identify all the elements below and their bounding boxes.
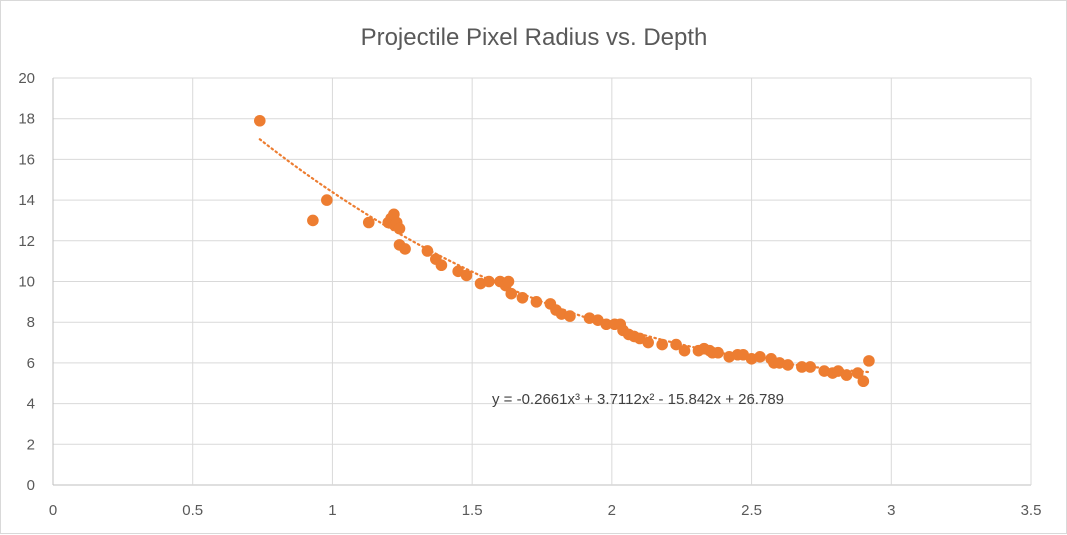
y-tick-label: 4 <box>27 396 35 413</box>
y-tick-label: 14 <box>18 192 35 209</box>
data-point <box>362 216 375 229</box>
x-axis-tick-labels: 0 0.5 1 1.5 2 2.5 3 3.5 <box>49 502 1042 519</box>
data-point <box>863 355 875 367</box>
y-axis-tick-labels: 0 2 4 6 8 10 12 14 16 18 20 <box>18 70 35 494</box>
y-tick-label: 8 <box>27 314 35 331</box>
trendline-layer <box>258 138 871 374</box>
gridlines <box>52 77 1032 486</box>
data-point <box>642 336 654 349</box>
y-tick-label: 0 <box>27 477 35 494</box>
y-tick-label: 2 <box>27 436 35 453</box>
data-point <box>678 344 691 357</box>
data-point <box>505 287 518 300</box>
x-tick-label: 0.5 <box>182 502 203 519</box>
x-tick-label: 2.5 <box>741 502 762 519</box>
data-point <box>483 275 495 288</box>
data-point <box>857 375 870 388</box>
y-tick-label: 10 <box>18 274 35 291</box>
data-point <box>600 318 613 331</box>
x-tick-label: 0 <box>49 502 57 519</box>
data-point <box>393 222 406 235</box>
y-tick-label: 18 <box>18 111 35 128</box>
data-point <box>421 245 434 257</box>
data-point <box>530 296 543 308</box>
data-point <box>435 259 448 272</box>
data-point <box>399 243 411 255</box>
x-tick-label: 1 <box>328 502 336 519</box>
data-point <box>712 346 724 359</box>
data-point <box>656 338 668 351</box>
data-point <box>564 310 576 322</box>
data-point <box>321 194 333 206</box>
y-tick-label: 20 <box>18 70 35 87</box>
x-tick-label: 1.5 <box>462 502 483 519</box>
data-point <box>796 361 808 373</box>
x-tick-label: 3.5 <box>1021 502 1042 519</box>
data-point <box>840 369 853 381</box>
trendline-equation: y = -0.2661x³ + 3.7112x² - 15.842x + 26.… <box>492 391 784 408</box>
y-tick-label: 6 <box>27 355 35 372</box>
data-points <box>253 114 875 388</box>
y-tick-label: 16 <box>18 151 35 168</box>
data-point <box>502 275 515 288</box>
x-tick-label: 2 <box>608 502 616 519</box>
x-tick-label: 3 <box>887 502 895 519</box>
y-tick-label: 12 <box>18 233 35 250</box>
data-point <box>851 367 864 379</box>
data-point <box>460 269 473 282</box>
data-point <box>516 291 529 304</box>
chart-title: Projectile Pixel Radius vs. Depth <box>361 24 708 51</box>
data-point <box>307 214 319 227</box>
trendline <box>258 138 871 374</box>
data-point <box>754 350 766 363</box>
data-point <box>670 338 682 351</box>
data-point <box>782 359 794 371</box>
data-point <box>253 114 266 127</box>
data-point <box>804 361 817 373</box>
